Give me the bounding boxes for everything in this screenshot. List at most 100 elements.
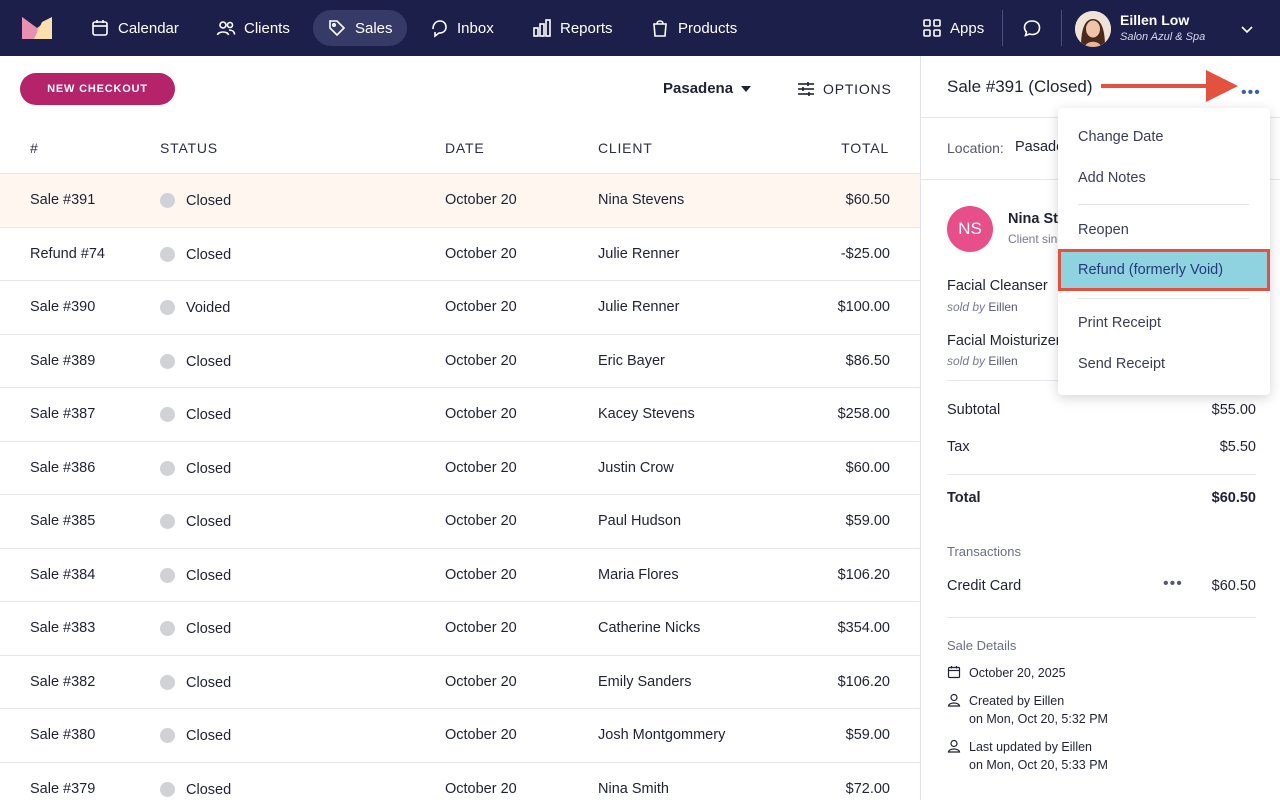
new-checkout-button[interactable]: NEW CHECKOUT [20, 73, 175, 105]
chat-bubble-icon [1023, 20, 1041, 37]
row-total: -$25.00 [840, 245, 890, 262]
status-dot-icon [160, 353, 175, 369]
column-header-number[interactable]: # [30, 140, 39, 156]
subtotal-row: Subtotal $55.00 [947, 402, 1256, 418]
reports-icon [533, 19, 551, 37]
row-client: Nina Smith [598, 780, 669, 797]
row-client: Justin Crow [598, 459, 674, 476]
client-avatar[interactable]: NS [947, 206, 993, 252]
table-row[interactable]: Sale #386 Closed October 20 Justin Crow $60.… [0, 442, 920, 495]
menu-item-print-receipt[interactable]: Print Receipt [1078, 315, 1162, 331]
column-header-date[interactable]: DATE [445, 140, 485, 156]
total-label: Total [947, 490, 981, 506]
location-label: Location: [947, 140, 1004, 156]
chevron-down-icon[interactable] [1240, 22, 1254, 36]
menu-item-change-date[interactable]: Change Date [1078, 129, 1164, 145]
column-header-status[interactable]: STATUS [160, 140, 218, 156]
user-photo-icon [1075, 11, 1111, 47]
row-date: October 20 [445, 566, 517, 583]
options-label: OPTIONS [823, 81, 892, 97]
total-value: $60.50 [1211, 490, 1256, 506]
row-status: Voided [186, 300, 231, 316]
caret-down-icon [741, 85, 752, 92]
row-number: Sale #389 [30, 352, 96, 369]
sale-actions-menu: Change Date Add Notes Reopen Refund (for… [1058, 108, 1270, 395]
row-total: $106.20 [837, 673, 890, 690]
transaction-more-icon[interactable]: ••• [1163, 575, 1183, 592]
client-since: Client since [1008, 232, 1071, 246]
row-date: October 20 [445, 620, 517, 636]
table-row[interactable]: Sale #389 Closed October 20 Eric Bayer $86.5… [0, 335, 920, 388]
nav-divider [1002, 10, 1003, 46]
table-row[interactable]: Sale #390 Voided October 20 Julie Renner $10… [0, 281, 920, 335]
row-total: $258.00 [837, 406, 890, 422]
updated-by-line: Last updated by Eillen on Mon, Oct 20, 5:… [947, 738, 1108, 774]
row-number: Sale #382 [30, 673, 96, 690]
seller-name: Eillen [988, 354, 1018, 368]
column-header-total[interactable]: TOTAL [841, 140, 889, 156]
nav-apps[interactable]: Apps [908, 10, 998, 46]
menu-item-refund[interactable]: Refund (formerly Void) [1058, 249, 1270, 291]
nav-sales-label: Sales [355, 19, 393, 37]
row-status: Closed [186, 781, 232, 798]
row-number: Sale #385 [30, 513, 96, 529]
status-dot-icon [160, 567, 175, 583]
tax-label: Tax [947, 439, 970, 455]
menu-item-reopen[interactable]: Reopen [1078, 222, 1129, 238]
table-header: # STATUS DATE CLIENT TOTAL [0, 138, 920, 174]
nav-products[interactable]: Products [636, 10, 751, 46]
table-row[interactable]: Sale #379 Closed October 20 Nina Smith $72.0… [0, 763, 920, 800]
created-by: Created by Eillen [969, 694, 1065, 708]
subtotal-value: $55.00 [1211, 402, 1256, 418]
nav-reports-label: Reports [560, 19, 613, 37]
tax-value: $5.50 [1219, 439, 1256, 455]
table-row[interactable]: Refund #74 Closed October 20 Julie Renner -$… [0, 228, 920, 281]
row-total: $354.00 [837, 620, 890, 636]
transaction-method: Credit Card [947, 578, 1022, 594]
row-status: Closed [186, 514, 232, 530]
table-row[interactable]: Sale #387 Closed October 20 Kacey Stevens $2… [0, 388, 920, 442]
user-name[interactable]: Eillen Low [1120, 12, 1190, 28]
row-total: $106.20 [837, 566, 890, 583]
updated-by: Last updated by Eillen [969, 740, 1093, 754]
updated-on: on Mon, Oct 20, 5:33 PM [969, 758, 1108, 772]
sale-date: October 20, 2025 [969, 666, 1066, 680]
menu-item-add-notes[interactable]: Add Notes [1078, 170, 1146, 186]
nav-reports[interactable]: Reports [518, 10, 627, 46]
table-row[interactable]: Sale #384 Closed October 20 Maria Flores $10… [0, 549, 920, 602]
person-icon [947, 739, 961, 753]
status-dot-icon [160, 193, 175, 208]
menu-item-send-receipt[interactable]: Send Receipt [1078, 356, 1166, 372]
row-client: Catherine Nicks [598, 620, 701, 636]
person-icon [947, 693, 961, 707]
row-number: Refund #74 [30, 245, 105, 262]
table-row[interactable]: Sale #391 Closed October 20 Nina Stevens $60… [0, 174, 920, 228]
nav-sales[interactable]: Sales [313, 10, 407, 46]
row-status: Closed [186, 460, 232, 477]
table-row[interactable]: Sale #383 Closed October 20 Catherine Nicks… [0, 602, 920, 656]
row-total: $60.50 [845, 192, 890, 208]
options-button[interactable]: OPTIONS [797, 80, 892, 98]
user-business: Salon Azul & Spa [1120, 31, 1206, 43]
table-row[interactable]: Sale #380 Closed October 20 Josh Montgommer… [0, 709, 920, 763]
row-date: October 20 [445, 192, 517, 208]
location-select[interactable]: Pasadena [663, 80, 752, 97]
nav-calendar[interactable]: Calendar [76, 10, 193, 46]
nav-clients[interactable]: Clients [202, 10, 304, 46]
total-row: Total $60.50 [947, 490, 1256, 506]
calendar-icon [947, 666, 961, 679]
user-avatar[interactable] [1075, 11, 1111, 47]
table-row[interactable]: Sale #382 Closed October 20 Emily Sanders $1… [0, 656, 920, 709]
nav-inbox[interactable]: Inbox [415, 10, 508, 46]
transaction-amount: $60.50 [1211, 578, 1256, 594]
created-by-line: Created by Eillen on Mon, Oct 20, 5:32 PM [947, 692, 1108, 728]
row-total: $60.00 [845, 459, 890, 476]
table-row[interactable]: Sale #385 Closed October 20 Paul Hudson $59.… [0, 495, 920, 549]
app-logo-icon[interactable] [22, 17, 52, 39]
more-options-icon[interactable]: ••• [1241, 84, 1261, 101]
chat-button[interactable] [1018, 14, 1046, 42]
row-client: Julie Renner [598, 299, 680, 315]
row-date: October 20 [445, 780, 517, 797]
column-header-client[interactable]: CLIENT [598, 140, 653, 156]
nav-inbox-label: Inbox [457, 19, 494, 37]
